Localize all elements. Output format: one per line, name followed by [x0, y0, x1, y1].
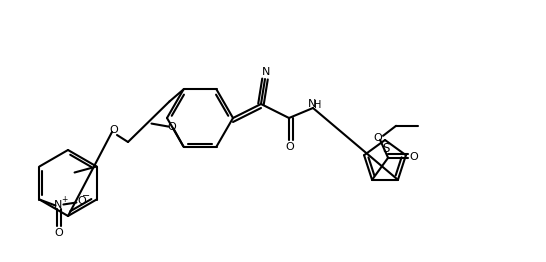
Text: N: N	[54, 199, 63, 210]
Text: O: O	[77, 196, 86, 206]
Text: +: +	[61, 195, 68, 204]
Text: N: N	[308, 99, 316, 109]
Text: O: O	[54, 227, 63, 237]
Text: S: S	[382, 141, 390, 155]
Text: O: O	[410, 152, 418, 162]
Text: O: O	[110, 125, 118, 135]
Text: H: H	[314, 100, 322, 110]
Text: O: O	[373, 133, 382, 143]
Text: −: −	[82, 192, 91, 201]
Text: O: O	[286, 142, 294, 152]
Text: O: O	[167, 122, 176, 132]
Text: N: N	[262, 67, 270, 77]
